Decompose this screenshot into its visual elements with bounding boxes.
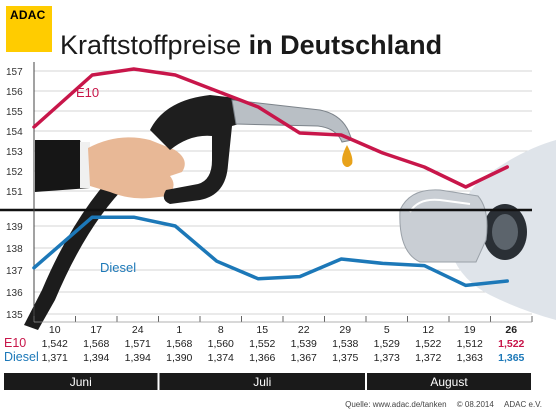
month-label: Juli: [253, 375, 271, 389]
y-tick-label: 137: [6, 266, 23, 277]
row-label-e10: E10: [4, 336, 26, 350]
hand: [88, 137, 185, 199]
footer-source: Quelle: www.adac.de/tanken: [345, 400, 447, 409]
data-label-diesel: 1,394: [125, 352, 151, 364]
series-label-diesel: Diesel: [100, 260, 136, 275]
car-fuel-door: [399, 140, 556, 320]
data-label-diesel: 1,363: [457, 352, 483, 364]
fuel-hose: [24, 150, 150, 330]
data-label-e10: 1,538: [332, 338, 358, 350]
adac-logo: ADAC: [6, 6, 52, 52]
x-tick-label: 8: [218, 324, 224, 336]
data-label-diesel: 1,374: [208, 352, 234, 364]
y-tick-label: 154: [6, 127, 23, 138]
month-bar: [4, 373, 158, 390]
axes: 157 156 155 154 153 152 151 139 138 137 136 135: [0, 62, 533, 322]
data-label-e10: 1,568: [83, 338, 109, 350]
x-tick-label: 29: [339, 324, 351, 336]
data-label-e10: 1,522: [498, 338, 524, 350]
x-tick-label: 19: [464, 324, 476, 336]
data-label-e10: 1,542: [42, 338, 68, 350]
logo-text: ADAC: [10, 8, 46, 22]
data-label-e10: 1,560: [208, 338, 234, 350]
y-tick-label: 136: [6, 288, 23, 299]
chart-title: Kraftstoffpreise in Deutschland: [60, 30, 442, 60]
y-tick-label: 155: [6, 107, 23, 118]
y-tick-label: 139: [6, 222, 23, 233]
x-tick-label: 1: [176, 324, 182, 336]
x-tick-label: 5: [384, 324, 390, 336]
month-bars: Juni Juli August: [4, 373, 531, 390]
data-label-e10: 1,571: [125, 338, 151, 350]
data-label-diesel: 1,371: [42, 352, 68, 364]
month-bar: [159, 373, 365, 390]
row-label-diesel: Diesel: [4, 350, 39, 364]
data-label-diesel: 1,394: [83, 352, 109, 364]
x-tick-label: 17: [90, 324, 102, 336]
y-tick-label: 152: [6, 167, 23, 178]
value-table: 10 17 24 1 8 15 22 29 5 12 19 26 E10 1,542 1,568 1,571 1…: [4, 321, 532, 364]
y-tick-label: 157: [6, 67, 23, 78]
data-label-e10: 1,522: [415, 338, 441, 350]
data-label-diesel: 1,365: [498, 352, 524, 364]
footer-copyright: © 08.2014: [456, 400, 494, 409]
fuel-drop-icon: [342, 145, 353, 167]
y-tick-label: 156: [6, 87, 23, 98]
x-tick-label: 22: [298, 324, 310, 336]
title-bold: in Deutschland: [248, 30, 443, 60]
nozzle-handle: [150, 95, 247, 204]
series-lines: E10 Diesel: [32, 67, 509, 288]
y-tick-label: 138: [6, 244, 23, 255]
data-label-diesel: 1,390: [166, 352, 192, 364]
data-label-e10: 1,529: [374, 338, 400, 350]
x-tick-label: 26: [505, 324, 517, 336]
data-label-e10: 1,552: [249, 338, 275, 350]
data-label-diesel: 1,372: [415, 352, 441, 364]
data-label-diesel: 1,375: [332, 352, 358, 364]
series-line-diesel: [32, 215, 509, 288]
data-label-e10: 1,512: [457, 338, 483, 350]
x-tick-label: 10: [49, 324, 61, 336]
x-tick-label: 12: [422, 324, 434, 336]
data-label-diesel: 1,373: [374, 352, 400, 364]
title-light: Kraftstoffpreise: [60, 30, 242, 60]
month-bar: [367, 373, 531, 390]
footer-org: ADAC e.V.: [504, 400, 542, 409]
data-label-diesel: 1,367: [291, 352, 317, 364]
y-tick-label: 135: [6, 310, 23, 321]
series-line-e10: [32, 67, 509, 189]
month-label: August: [430, 375, 468, 389]
fuel-pump-illustration: [24, 95, 556, 330]
series-label-e10: E10: [76, 85, 99, 100]
footer: Quelle: www.adac.de/tanken © 08.2014 ADA…: [337, 400, 542, 409]
data-label-e10: 1,539: [291, 338, 317, 350]
sleeve: [35, 140, 90, 192]
data-label-e10: 1,568: [166, 338, 192, 350]
data-label-diesel: 1,366: [249, 352, 275, 364]
x-tick-label: 15: [256, 324, 268, 336]
x-tick-label: 24: [132, 324, 144, 336]
y-tick-label: 151: [6, 187, 23, 198]
y-tick-label: 153: [6, 147, 23, 158]
month-label: Juni: [70, 375, 92, 389]
